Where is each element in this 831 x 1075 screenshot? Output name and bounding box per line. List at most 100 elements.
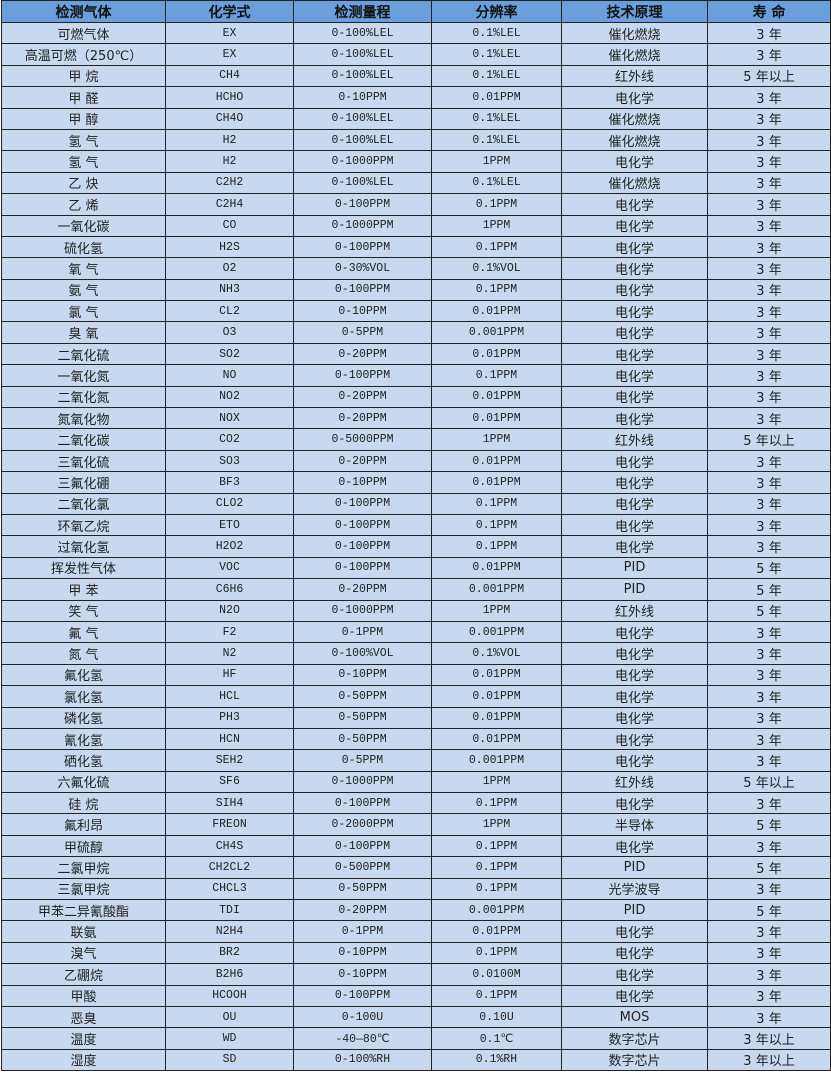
table-row: 恶臭 OU 0-100U 0.10U MOS 3 年 — [1, 1005, 831, 1029]
column-header-lifespan: 寿 命 — [707, 0, 831, 23]
cell-range: 0-1PPM — [293, 920, 432, 943]
table-row: 硒化氢 SEH2 0-5PPM 0.001PPM 电化学 3 年 — [1, 749, 831, 772]
cell-gas-name: 高温可燃（250℃） — [1, 43, 166, 66]
cell-formula: CHCL3 — [165, 877, 294, 901]
cell-lifespan: 3 年 — [707, 128, 831, 152]
cell-formula: C6H6 — [165, 578, 294, 601]
cell-gas-name: 甲酸 — [1, 984, 166, 1007]
table-row: 甲苯二异氰酸酯 TDI 0-20PPM 0.001PPM PID 5 年 — [1, 899, 831, 922]
cell-formula: CO2 — [165, 428, 294, 451]
cell-resolution: 0.01PPM — [431, 471, 562, 494]
cell-formula: SO2 — [165, 342, 294, 366]
cell-principle: 电化学 — [561, 920, 708, 943]
cell-resolution: 0.1PPM — [431, 513, 562, 537]
cell-range: 0-20PPM — [293, 578, 432, 601]
table-row: 乙 烯 C2H4 0-100PPM 0.1PPM 电化学 3 年 — [1, 193, 831, 216]
cell-gas-name: 六氟化硫 — [1, 770, 166, 794]
cell-formula: H2 — [165, 128, 294, 152]
cell-gas-name: 甲 醛 — [1, 86, 166, 109]
table-row: 三氟化硼 BF3 0-10PPM 0.01PPM 电化学 3 年 — [1, 471, 831, 494]
cell-gas-name: 氧 气 — [1, 257, 166, 280]
cell-formula: NOX — [165, 407, 294, 430]
cell-resolution: 0.1%LEL — [431, 21, 562, 45]
cell-principle: 红外线 — [561, 64, 708, 88]
cell-resolution: 0.1℃ — [431, 1027, 562, 1050]
cell-gas-name: 氮氧化物 — [1, 407, 166, 430]
cell-range: 0-100%LEL — [293, 21, 432, 45]
cell-formula: BF3 — [165, 471, 294, 494]
cell-range: 0-100%LEL — [293, 107, 432, 130]
table-row: 硅 烷 SIH4 0-100PPM 0.1PPM 电化学 3 年 — [1, 792, 831, 815]
table-row: 二氧化碳 CO2 0-5000PPM 1PPM 红外线 5 年以上 — [1, 428, 831, 451]
table-row: 可燃气体 EX 0-100%LEL 0.1%LEL 催化燃烧 3 年 — [1, 21, 831, 45]
table-row: 溴气 BR2 0-10PPM 0.1PPM 电化学 3 年 — [1, 941, 831, 965]
cell-range: 0-100PPM — [293, 364, 432, 387]
cell-resolution: 0.01PPM — [431, 300, 562, 323]
cell-formula: SO3 — [165, 449, 294, 473]
cell-formula: C2H4 — [165, 193, 294, 216]
table-row: 高温可燃（250℃） EX 0-100%LEL 0.1%LEL 催化燃烧 3 年 — [1, 43, 831, 66]
cell-lifespan: 3 年 — [707, 257, 831, 280]
cell-resolution: 1PPM — [431, 770, 562, 794]
cell-range: 0-5PPM — [293, 749, 432, 772]
cell-resolution: 0.1PPM — [431, 235, 562, 259]
cell-principle: 电化学 — [561, 385, 708, 409]
table-row: 氢 气 H2 0-100%LEL 0.1%LEL 催化燃烧 3 年 — [1, 128, 831, 152]
table-row: 硫化氢 H2S 0-100PPM 0.1PPM 电化学 3 年 — [1, 235, 831, 259]
cell-resolution: 0.01PPM — [431, 342, 562, 366]
cell-formula: CO — [165, 214, 294, 237]
cell-resolution: 0.1%VOL — [431, 642, 562, 665]
cell-resolution: 0.01PPM — [431, 663, 562, 687]
cell-principle: 数字芯片 — [561, 1048, 708, 1072]
cell-gas-name: 氟利昂 — [1, 813, 166, 836]
cell-lifespan: 3 年以上 — [707, 1027, 831, 1050]
cell-range: 0-100%LEL — [293, 128, 432, 152]
cell-gas-name: 氟化氢 — [1, 663, 166, 687]
cell-principle: 电化学 — [561, 834, 708, 858]
cell-range: 0-1000PPM — [293, 599, 432, 622]
table-row: 湿度 SD 0-100%RH 0.1%RH 数字芯片 3 年以上 — [1, 1048, 831, 1072]
table-row: 氟利昂 FREON 0-2000PPM 1PPM 半导体 5 年 — [1, 813, 831, 836]
table-row: 二氧化氮 NO2 0-20PPM 0.01PPM 电化学 3 年 — [1, 385, 831, 409]
cell-resolution: 0.1PPM — [431, 792, 562, 815]
cell-gas-name: 可燃气体 — [1, 21, 166, 45]
cell-formula: N2 — [165, 642, 294, 665]
table-row: 温度 WD -40—80℃ 0.1℃ 数字芯片 3 年以上 — [1, 1027, 831, 1050]
cell-principle: 催化燃烧 — [561, 171, 708, 195]
cell-principle: 红外线 — [561, 770, 708, 794]
cell-range: 0-20PPM — [293, 899, 432, 922]
cell-range: 0-100PPM — [293, 492, 432, 515]
cell-principle: 光学波导 — [561, 877, 708, 901]
cell-principle: 催化燃烧 — [561, 128, 708, 152]
cell-lifespan: 3 年 — [707, 107, 831, 130]
cell-resolution: 0.1%VOL — [431, 257, 562, 280]
cell-lifespan: 3 年 — [707, 342, 831, 366]
cell-resolution: 0.1%RH — [431, 1048, 562, 1072]
cell-resolution: 0.1PPM — [431, 834, 562, 858]
cell-principle: 电化学 — [561, 706, 708, 729]
cell-formula: C2H2 — [165, 171, 294, 195]
cell-range: 0-100PPM — [293, 556, 432, 580]
cell-formula: EX — [165, 21, 294, 45]
table-row: 氮氧化物 NOX 0-20PPM 0.01PPM 电化学 3 年 — [1, 407, 831, 430]
header-row: 检测气体 化学式 检测量程 分辨率 技术原理寿 命 — [1, 0, 831, 23]
cell-principle: 电化学 — [561, 214, 708, 237]
table-row: 三氯甲烷 CHCL3 0-50PPM 0.1PPM 光学波导 3 年 — [1, 877, 831, 901]
cell-lifespan: 3 年 — [707, 663, 831, 687]
cell-gas-name: 环氧乙烷 — [1, 513, 166, 537]
cell-principle: 数字芯片 — [561, 1027, 708, 1050]
cell-formula: B2H6 — [165, 963, 294, 986]
cell-formula: PH3 — [165, 706, 294, 729]
cell-principle: 电化学 — [561, 278, 708, 302]
cell-range: 0-500PPM — [293, 856, 432, 879]
cell-range: 0-100PPM — [293, 193, 432, 216]
table-row: 氟化氢 HF 0-10PPM 0.01PPM 电化学 3 年 — [1, 663, 831, 687]
cell-gas-name: 过氧化氢 — [1, 535, 166, 558]
cell-range: 0-5000PPM — [293, 428, 432, 451]
cell-principle: 电化学 — [561, 792, 708, 815]
cell-resolution: 0.01PPM — [431, 727, 562, 751]
cell-gas-name: 二氧化氮 — [1, 385, 166, 409]
cell-range: 0-10PPM — [293, 471, 432, 494]
cell-range: 0-10PPM — [293, 941, 432, 965]
cell-lifespan: 3 年 — [707, 364, 831, 387]
